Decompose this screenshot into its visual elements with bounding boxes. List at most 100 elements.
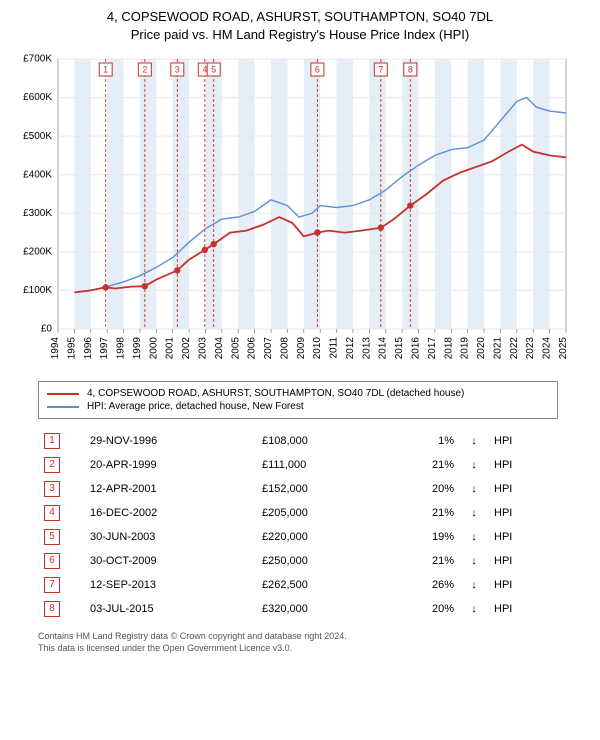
- tx-date: 30-OCT-2009: [84, 549, 256, 573]
- svg-text:8: 8: [408, 64, 413, 74]
- svg-text:£300K: £300K: [23, 208, 52, 219]
- tx-marker: 2: [44, 457, 60, 473]
- svg-text:£700K: £700K: [23, 54, 52, 65]
- tx-suffix: HPI: [488, 573, 558, 597]
- svg-text:2021: 2021: [492, 337, 503, 360]
- table-row: 7 12-SEP-2013£262,50026%↓HPI: [38, 573, 558, 597]
- legend-swatch-price: [47, 393, 79, 395]
- tx-marker: 1: [44, 433, 60, 449]
- svg-text:2017: 2017: [427, 337, 438, 360]
- svg-text:1: 1: [103, 64, 108, 74]
- tx-pct: 21%: [388, 549, 460, 573]
- svg-text:2014: 2014: [378, 337, 389, 360]
- svg-text:2008: 2008: [279, 337, 290, 360]
- svg-text:2002: 2002: [181, 337, 192, 360]
- tx-pct: 20%: [388, 477, 460, 501]
- footer-line-1: Contains HM Land Registry data © Crown c…: [38, 631, 588, 643]
- svg-text:2005: 2005: [230, 337, 241, 360]
- tx-suffix: HPI: [488, 453, 558, 477]
- svg-text:2007: 2007: [263, 337, 274, 360]
- legend-series-hpi: HPI: Average price, detached house, New …: [47, 400, 549, 413]
- svg-text:4: 4: [202, 64, 207, 74]
- table-row: 220-APR-1999£111,00021%↓HPI: [38, 453, 558, 477]
- tx-pct: 26%: [388, 573, 460, 597]
- table-row: 530-JUN-2003£220,00019%↓HPI: [38, 525, 558, 549]
- tx-suffix: HPI: [488, 429, 558, 453]
- tx-suffix: HPI: [488, 549, 558, 573]
- table-row: 803-JUL-2015£320,00020%↓HPI: [38, 597, 558, 621]
- svg-text:5: 5: [211, 64, 216, 74]
- tx-price: £205,000: [256, 501, 388, 525]
- tx-marker: 7: [44, 577, 60, 593]
- price-chart: £0£100K£200K£300K£400K£500K£600K£700K199…: [10, 51, 590, 371]
- svg-text:2013: 2013: [361, 337, 372, 360]
- tx-pct: 21%: [388, 501, 460, 525]
- svg-text:2019: 2019: [460, 337, 471, 360]
- tx-date: 16-DEC-2002: [84, 501, 256, 525]
- svg-text:£100K: £100K: [23, 285, 52, 296]
- tx-marker: 4: [44, 505, 60, 521]
- transactions-table: 129-NOV-1996£108,0001%↓HPI220-APR-1999£1…: [38, 429, 558, 621]
- tx-pct: 1%: [388, 429, 460, 453]
- svg-text:2003: 2003: [197, 337, 208, 360]
- table-row: 630-OCT-2009£250,00021%↓HPI: [38, 549, 558, 573]
- svg-text:1996: 1996: [83, 337, 94, 360]
- tx-suffix: HPI: [488, 525, 558, 549]
- svg-text:7: 7: [378, 64, 383, 74]
- arrow-down-icon: ↓: [460, 501, 488, 525]
- legend-series-price: 4, COPSEWOOD ROAD, ASHURST, SOUTHAMPTON,…: [47, 387, 549, 400]
- svg-text:1999: 1999: [132, 337, 143, 360]
- svg-text:1998: 1998: [116, 337, 127, 360]
- arrow-down-icon: ↓: [460, 477, 488, 501]
- svg-text:2016: 2016: [411, 337, 422, 360]
- tx-marker: 3: [44, 481, 60, 497]
- title-line-1: 4, COPSEWOOD ROAD, ASHURST, SOUTHAMPTON,…: [10, 8, 590, 26]
- svg-text:1995: 1995: [66, 337, 77, 360]
- tx-date: 30-JUN-2003: [84, 525, 256, 549]
- arrow-down-icon: ↓: [460, 573, 488, 597]
- legend: 4, COPSEWOOD ROAD, ASHURST, SOUTHAMPTON,…: [38, 381, 558, 419]
- tx-date: 12-SEP-2013: [84, 573, 256, 597]
- tx-pct: 21%: [388, 453, 460, 477]
- svg-text:2004: 2004: [214, 337, 225, 360]
- tx-price: £220,000: [256, 525, 388, 549]
- svg-text:£0: £0: [41, 324, 53, 335]
- svg-text:2015: 2015: [394, 337, 405, 360]
- svg-text:2009: 2009: [296, 337, 307, 360]
- svg-text:2025: 2025: [558, 337, 569, 360]
- tx-price: £320,000: [256, 597, 388, 621]
- legend-label-price: 4, COPSEWOOD ROAD, ASHURST, SOUTHAMPTON,…: [87, 388, 464, 399]
- tx-price: £111,000: [256, 453, 388, 477]
- tx-marker: 8: [44, 601, 60, 617]
- tx-marker: 6: [44, 553, 60, 569]
- tx-suffix: HPI: [488, 501, 558, 525]
- svg-text:2: 2: [142, 64, 147, 74]
- svg-text:£500K: £500K: [23, 131, 52, 142]
- svg-text:2022: 2022: [509, 337, 520, 360]
- svg-text:2001: 2001: [165, 337, 176, 360]
- title-line-2: Price paid vs. HM Land Registry's House …: [10, 26, 590, 44]
- tx-price: £108,000: [256, 429, 388, 453]
- svg-text:£400K: £400K: [23, 169, 52, 180]
- tx-suffix: HPI: [488, 477, 558, 501]
- arrow-down-icon: ↓: [460, 429, 488, 453]
- svg-text:6: 6: [315, 64, 320, 74]
- svg-text:2020: 2020: [476, 337, 487, 360]
- svg-text:2023: 2023: [525, 337, 536, 360]
- tx-suffix: HPI: [488, 597, 558, 621]
- table-row: 4 16-DEC-2002£205,00021%↓HPI: [38, 501, 558, 525]
- table-row: 129-NOV-1996£108,0001%↓HPI: [38, 429, 558, 453]
- svg-text:2010: 2010: [312, 337, 323, 360]
- arrow-down-icon: ↓: [460, 525, 488, 549]
- legend-swatch-hpi: [47, 406, 79, 408]
- tx-price: £250,000: [256, 549, 388, 573]
- svg-text:2024: 2024: [542, 337, 553, 360]
- svg-text:2011: 2011: [329, 337, 340, 359]
- svg-text:2000: 2000: [148, 337, 159, 360]
- footer-line-2: This data is licensed under the Open Gov…: [38, 643, 588, 655]
- svg-text:2006: 2006: [247, 337, 258, 360]
- tx-marker: 5: [44, 529, 60, 545]
- tx-price: £262,500: [256, 573, 388, 597]
- svg-text:£600K: £600K: [23, 92, 52, 103]
- svg-text:3: 3: [175, 64, 180, 74]
